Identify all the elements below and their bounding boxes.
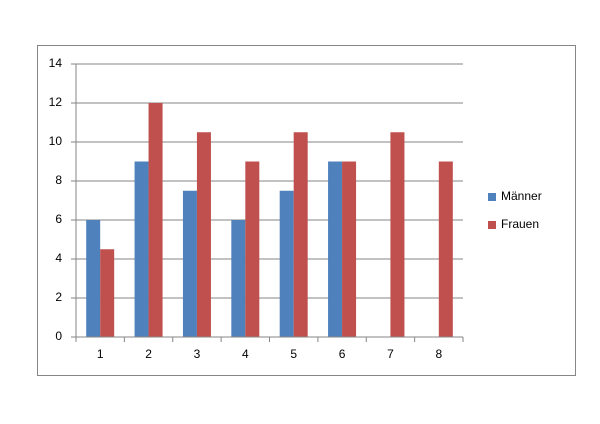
bar xyxy=(134,161,149,337)
y-tick-label: 10 xyxy=(49,134,63,148)
x-tick-label: 5 xyxy=(290,347,297,361)
legend-label: Frauen xyxy=(501,217,539,231)
y-tick-label: 6 xyxy=(55,212,62,226)
x-tick-label: 8 xyxy=(435,347,442,361)
x-tick-label: 6 xyxy=(339,347,346,361)
bar xyxy=(182,190,197,337)
y-tick-label: 2 xyxy=(55,290,62,304)
bar xyxy=(390,132,405,337)
bar xyxy=(100,249,115,337)
y-tick-label: 12 xyxy=(49,95,63,109)
bar xyxy=(148,103,163,337)
x-tick-label: 4 xyxy=(242,347,249,361)
bar xyxy=(279,190,294,337)
legend-swatch xyxy=(488,193,496,201)
bar xyxy=(328,161,343,337)
bar xyxy=(196,132,211,337)
bar xyxy=(245,161,260,337)
legend-label: Männer xyxy=(501,189,542,203)
bar xyxy=(293,132,308,337)
y-tick-label: 8 xyxy=(55,173,62,187)
x-tick-label: 7 xyxy=(387,347,394,361)
x-tick-label: 1 xyxy=(97,347,104,361)
y-tick-label: 14 xyxy=(49,56,63,70)
x-tick-label: 3 xyxy=(194,347,201,361)
legend-swatch xyxy=(488,221,496,229)
x-tick-label: 2 xyxy=(145,347,152,361)
y-tick-label: 0 xyxy=(55,329,62,343)
bar xyxy=(231,220,246,337)
bar xyxy=(342,161,357,337)
y-tick-label: 4 xyxy=(55,251,62,265)
bar xyxy=(86,220,101,337)
bar xyxy=(438,161,453,337)
